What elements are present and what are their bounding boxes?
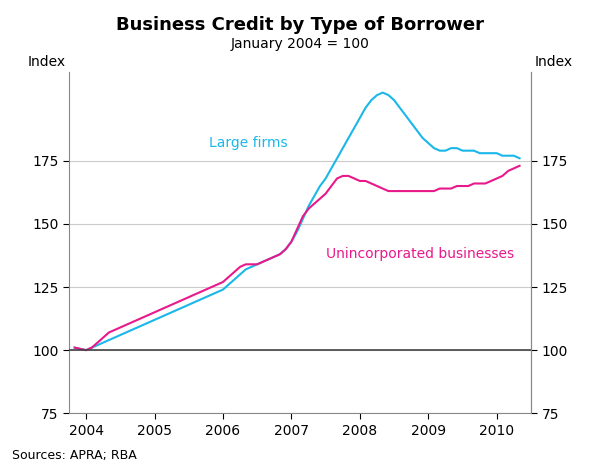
Text: Unincorporated businesses: Unincorporated businesses xyxy=(326,247,514,261)
Text: Large firms: Large firms xyxy=(209,136,288,150)
Text: Business Credit by Type of Borrower: Business Credit by Type of Borrower xyxy=(116,16,484,35)
Text: Index: Index xyxy=(28,55,65,69)
Text: January 2004 = 100: January 2004 = 100 xyxy=(230,37,370,51)
Text: Sources: APRA; RBA: Sources: APRA; RBA xyxy=(12,449,137,462)
Text: Index: Index xyxy=(535,55,572,69)
